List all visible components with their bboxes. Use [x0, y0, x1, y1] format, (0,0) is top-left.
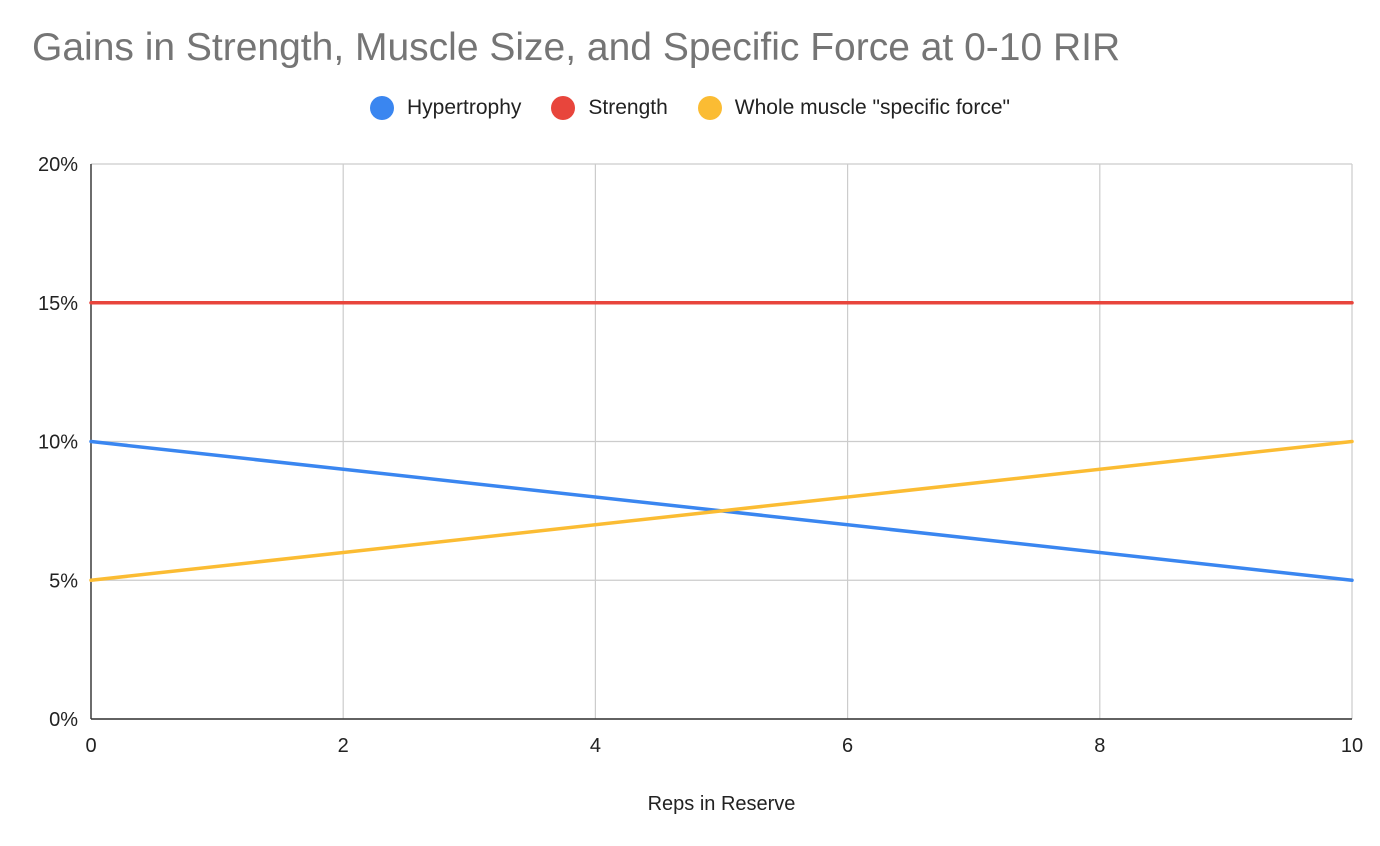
y-tick-label: 0%: [49, 709, 78, 731]
y-tick-label: 10%: [38, 432, 78, 454]
x-tick-label: 8: [1094, 735, 1105, 757]
legend-swatch: [697, 96, 722, 120]
y-tick-label: 15%: [38, 293, 78, 315]
x-axis-label: Reps in Reserve: [648, 793, 796, 815]
y-tick-label: 5%: [49, 570, 78, 592]
legend-item-hypertrophy[interactable]: Hypertrophy: [370, 96, 521, 120]
chart-title: Gains in Strength, Muscle Size, and Spec…: [32, 26, 1121, 69]
y-tick-label: 20%: [38, 154, 78, 176]
legend-swatch: [551, 96, 576, 120]
x-tick-label: 4: [590, 735, 601, 757]
legend-item-specific-force[interactable]: Whole muscle "specific force": [697, 96, 1010, 120]
x-tick-label: 0: [85, 735, 96, 757]
legend-label: Whole muscle "specific force": [734, 96, 1010, 119]
legend-label: Hypertrophy: [407, 96, 522, 119]
legend-label: Strength: [588, 96, 668, 119]
x-tick-label: 2: [338, 735, 349, 757]
x-tick-label: 6: [842, 735, 853, 757]
x-tick-label: 10: [1341, 735, 1363, 757]
legend: Hypertrophy Strength Whole muscle "speci…: [0, 96, 1380, 120]
legend-item-strength[interactable]: Strength: [551, 96, 668, 120]
legend-swatch: [370, 96, 395, 120]
series-line-2: [89, 439, 1354, 582]
